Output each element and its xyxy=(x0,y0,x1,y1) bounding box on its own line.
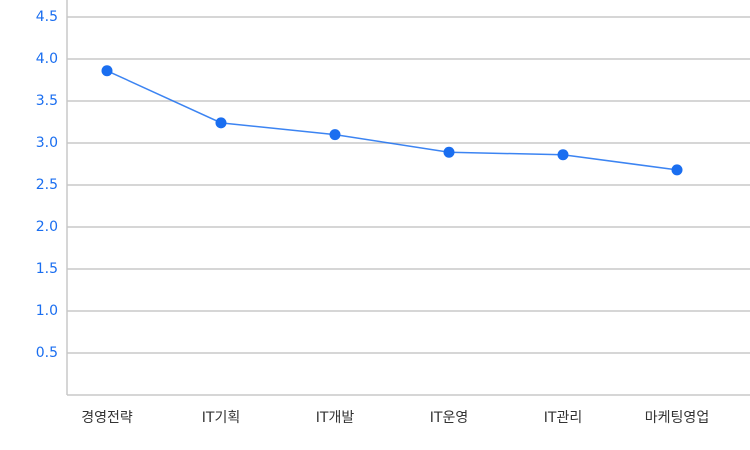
series-line xyxy=(106,70,678,171)
x-tick-label: IT개발 xyxy=(316,410,355,426)
y-tick-label: 1.0 xyxy=(36,303,58,319)
data-point xyxy=(557,149,569,161)
data-point xyxy=(329,129,341,141)
x-tick-label: IT관리 xyxy=(544,410,582,426)
data-point xyxy=(215,117,227,129)
y-tick-label: 4.0 xyxy=(36,51,58,67)
data-point xyxy=(671,164,683,176)
x-tick-label: 마케팅영업 xyxy=(645,410,709,426)
y-tick-label: 2.5 xyxy=(36,177,58,193)
y-tick-label: 3.0 xyxy=(36,135,58,151)
x-tick-label: IT기획 xyxy=(202,410,240,426)
y-tick-label: 4.5 xyxy=(36,9,58,25)
y-tick-label: 3.5 xyxy=(36,93,58,109)
data-point xyxy=(101,65,113,77)
x-tick-label: 경영전략 xyxy=(81,410,133,426)
y-tick-label: 0.5 xyxy=(36,345,58,361)
x-tick-label: IT운영 xyxy=(430,410,468,426)
y-tick-label: 2.0 xyxy=(36,219,58,235)
data-point xyxy=(443,146,455,158)
y-tick-label: 1.5 xyxy=(36,261,58,277)
